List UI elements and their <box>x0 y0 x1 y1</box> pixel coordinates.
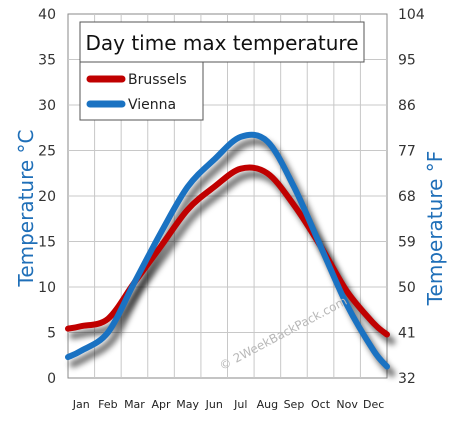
y-tick-left-label: 5 <box>47 326 56 342</box>
y-axis-title-left: Temperature °C <box>14 129 38 287</box>
title-box <box>79 21 365 63</box>
y-tick-left-label: 30 <box>38 98 56 114</box>
x-tick-label: Jan <box>72 398 90 411</box>
y-tick-left-label: 15 <box>38 235 56 251</box>
x-tick-label: Apr <box>152 398 172 411</box>
y-tick-left-label: 10 <box>38 280 56 296</box>
legend-label-vienna: Vienna <box>128 97 176 113</box>
y-tick-right-label: 86 <box>398 98 416 114</box>
y-tick-right-label: 95 <box>398 53 416 69</box>
y-tick-right-label: 104 <box>398 7 425 23</box>
x-tick-label: Feb <box>98 398 117 411</box>
chart-title: Day time max temperature <box>85 31 358 55</box>
series-line-brussels <box>65 164 390 338</box>
series-lines <box>65 131 390 370</box>
x-tick-label: May <box>176 398 199 411</box>
legend-label-brussels: Brussels <box>128 72 187 88</box>
x-tick-label: Nov <box>336 398 358 411</box>
series-line-vienna <box>65 131 390 370</box>
y-tick-left-label: 40 <box>38 7 56 23</box>
y-tick-right-label: 59 <box>398 235 416 251</box>
axis-ticks: 0 5 10 15 20 25 30 35 40 32 41 50 59 68 77 86 95 104 Jan Fe… <box>38 7 425 411</box>
legend-box <box>79 61 204 121</box>
x-tick-label: Oct <box>311 398 331 411</box>
x-tick-label: Aug <box>257 398 278 411</box>
x-tick-label: Jun <box>205 398 223 411</box>
y-tick-right-label: 77 <box>398 144 416 160</box>
x-tick-label: Jul <box>233 398 247 411</box>
y-tick-left-label: 0 <box>47 371 56 387</box>
y-tick-right-label: 50 <box>398 280 416 296</box>
y-axis-title-right: Temperature °F <box>423 151 447 307</box>
x-tick-label: Dec <box>363 398 384 411</box>
x-tick-label: Mar <box>124 398 145 411</box>
y-tick-left-label: 35 <box>38 53 56 69</box>
x-tick-label: Sep <box>284 398 305 411</box>
y-tick-left-label: 20 <box>38 189 56 205</box>
y-tick-right-label: 41 <box>398 326 416 342</box>
y-tick-right-label: 32 <box>398 371 416 387</box>
y-tick-left-label: 25 <box>38 144 56 160</box>
y-tick-right-label: 68 <box>398 189 416 205</box>
legend: Brussels Vienna <box>79 61 204 121</box>
